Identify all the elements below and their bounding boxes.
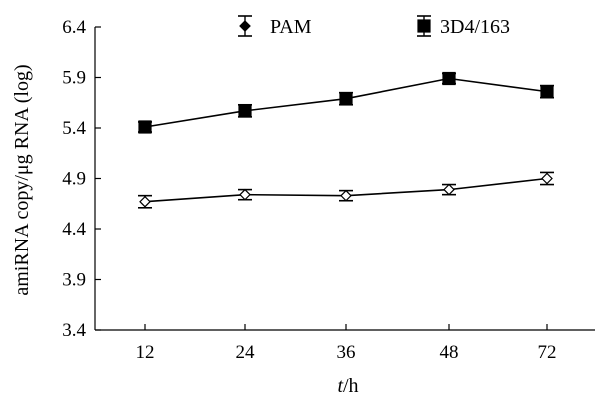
- data-point: [339, 92, 353, 106]
- data-point: [442, 71, 456, 86]
- y-tick-label: 3.4: [62, 320, 86, 341]
- y-tick-label: 3.9: [62, 270, 86, 291]
- legend-item-0: PAM: [238, 15, 312, 38]
- y-tick-label: 6.4: [62, 17, 86, 38]
- x-tick-label: 72: [538, 342, 557, 363]
- x-axis-label: t/h: [337, 375, 358, 397]
- legend-item-1: 3D4/163: [417, 15, 510, 38]
- x-tick-label: 36: [337, 342, 356, 363]
- data-point: [340, 189, 352, 202]
- legend: PAM 3D4/163: [238, 15, 510, 38]
- y-tick-label: 4.9: [62, 169, 86, 190]
- legend-label: 3D4/163: [440, 16, 510, 38]
- series-0: [138, 171, 554, 209]
- data-point: [138, 120, 152, 134]
- x-tick-label: 48: [440, 342, 459, 363]
- data-point: [541, 172, 553, 185]
- data-point: [443, 183, 455, 196]
- data-point: [139, 195, 151, 208]
- x-tick-label: 24: [236, 342, 256, 363]
- series-1: [138, 71, 554, 134]
- y-axis-label: amiRNA copy/μg RNA (log): [11, 64, 33, 295]
- y-tick-label: 5.9: [62, 68, 86, 89]
- x-axis-label-unit: /h: [343, 375, 359, 397]
- data-point: [238, 104, 252, 118]
- legend-marker: [239, 20, 251, 32]
- data-point: [540, 85, 554, 99]
- series-layer: [138, 71, 554, 209]
- legend-marker: [417, 19, 431, 33]
- legend-label: PAM: [270, 16, 312, 38]
- x-axis-label-variable: t: [337, 375, 343, 397]
- y-tick-label: 4.4: [62, 219, 86, 240]
- axes: 3.4 3.9 4.4 4.9 5.4 5.9 6.4 12 24 36 48 72: [62, 17, 595, 363]
- data-point: [239, 188, 251, 201]
- y-tick-label: 5.4: [62, 118, 86, 139]
- x-tick-label: 12: [136, 342, 155, 363]
